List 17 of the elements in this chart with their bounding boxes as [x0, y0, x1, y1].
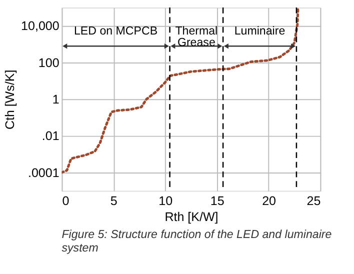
x-tick-label: 15	[210, 194, 224, 208]
x-tick-label: 10	[158, 194, 173, 208]
y-axis-title: Cth [Ws/K]	[3, 70, 18, 130]
x-tick-label: 25	[306, 194, 321, 208]
caption: Figure 5: Structure function of the LED and luminaire system	[62, 229, 332, 255]
x-tick-label: 0	[62, 194, 70, 208]
y-tick-label: 100	[38, 56, 60, 70]
annotation: LED on MCPCB	[74, 26, 158, 38]
y-tick-label: .01	[42, 129, 60, 144]
annotation: Luminaire	[234, 26, 286, 38]
y-tick-label: 1	[52, 92, 60, 107]
x-tick-label: 20	[262, 194, 276, 208]
line-series	[62, 8, 300, 174]
y-tick-label: 10,000	[21, 19, 60, 34]
x-axis-title: Rth [K/W]	[164, 210, 218, 224]
y-tick-label: .0001	[28, 166, 60, 180]
x-tick-label: 5	[110, 194, 118, 208]
